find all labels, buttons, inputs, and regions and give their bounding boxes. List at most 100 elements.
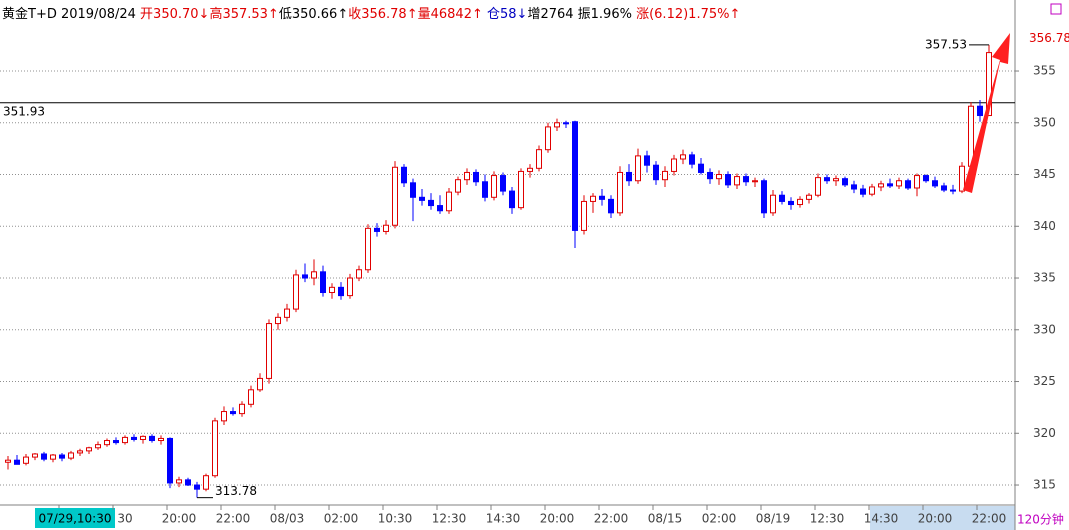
candle-body — [581, 200, 587, 231]
candle-body — [770, 194, 776, 214]
candle-body — [77, 450, 83, 454]
candle-body — [68, 452, 74, 459]
y-tick-label: 315 — [1033, 478, 1056, 492]
x-tick-label: 12:30 — [432, 512, 467, 526]
candle-body — [923, 175, 929, 182]
candle-body — [320, 271, 326, 294]
candle-body — [509, 190, 515, 209]
candle-body — [752, 180, 758, 183]
candle-body — [446, 191, 452, 212]
candle-body — [374, 227, 380, 232]
last-price-label: 356.78 — [1029, 31, 1069, 45]
trend-arrow — [963, 33, 1010, 193]
candle-body — [806, 194, 812, 200]
corner-icon — [1050, 3, 1062, 15]
candle-body — [14, 459, 20, 465]
candle-body — [5, 459, 11, 463]
period-label: 120分钟 — [1017, 512, 1064, 527]
candle-body — [212, 420, 218, 477]
candle-body — [437, 205, 443, 212]
candle-body — [941, 185, 947, 191]
candle-body — [347, 277, 353, 297]
candle-body — [266, 323, 272, 379]
candle-body — [167, 437, 173, 484]
candle-body — [653, 164, 659, 181]
candle-body — [986, 52, 992, 117]
candle-body — [104, 440, 110, 446]
header-item: 黄金T+D 2019/08/24 — [2, 7, 141, 22]
candle-body — [797, 198, 803, 206]
candle-body — [86, 447, 92, 452]
y-tick-label: 330 — [1033, 322, 1056, 336]
candle-body — [554, 122, 560, 128]
candle-body — [527, 167, 533, 172]
candle-body — [590, 195, 596, 202]
x-tick-label: 20:00 — [540, 512, 575, 526]
candle-body — [563, 122, 569, 125]
candle-body — [869, 186, 875, 195]
x-tick-label: 22:00 — [594, 512, 629, 526]
candle-body — [671, 158, 677, 172]
candle-body — [365, 227, 371, 271]
candle-body — [725, 174, 731, 186]
candle-body — [707, 171, 713, 180]
candle-body — [23, 456, 29, 464]
candle-body — [833, 178, 839, 182]
x-tick-label: 20:00 — [162, 512, 197, 526]
x-tick-label: 12:30 — [810, 512, 845, 526]
y-tick-label: 350 — [1033, 115, 1056, 129]
candle-body — [140, 435, 146, 440]
candle-body — [113, 440, 119, 444]
candle-body — [329, 286, 335, 294]
candle-body — [302, 274, 308, 279]
x-label-highlight — [35, 508, 115, 528]
candle-body — [788, 200, 794, 206]
candle-body — [644, 155, 650, 166]
plot — [0, 44, 1015, 498]
candle-body — [410, 182, 416, 198]
candle-body — [896, 180, 902, 187]
header: 黄金T+D 2019/08/24 开350.70↓高357.53↑低350.66… — [2, 3, 740, 22]
candle-body — [41, 453, 47, 460]
header-item: 增2764 — [527, 7, 578, 22]
x-tick-label: 02:00 — [324, 512, 359, 526]
x-tick-label: 22:00 — [216, 512, 251, 526]
candle-body — [419, 196, 425, 201]
x-tick-label: 08/19 — [756, 512, 791, 526]
candle-body — [311, 271, 317, 279]
candle-body — [239, 403, 245, 415]
low-label: 313.78 — [215, 484, 257, 498]
header-item: 仓58↓ — [487, 7, 528, 22]
candle-body — [851, 184, 857, 190]
x-tick-label: 08/15 — [648, 512, 683, 526]
x-axis-shade — [870, 506, 1015, 530]
candle-body — [662, 170, 668, 181]
candle-body — [608, 198, 614, 214]
candle-body — [482, 181, 488, 198]
candle-body — [473, 171, 479, 183]
candle-body — [356, 269, 362, 279]
candle-body — [293, 274, 299, 310]
candle-body — [680, 154, 686, 160]
x-tick-label: 10:30 — [378, 512, 413, 526]
candle-body — [860, 188, 866, 195]
candle-body — [779, 194, 785, 202]
candle-body — [248, 389, 254, 405]
x-tick-label: 07/29,10:30 — [39, 512, 112, 526]
high-label: 357.53 — [925, 37, 967, 51]
candle-body — [455, 179, 461, 193]
candle-body — [95, 444, 101, 449]
candle-body — [338, 286, 344, 297]
candle-body — [32, 453, 38, 458]
candle-body — [230, 411, 236, 415]
x-tick-label: 02:00 — [702, 512, 737, 526]
header-item: 高357.53↑ — [209, 7, 279, 22]
candle-body — [914, 175, 920, 189]
candle-body — [698, 163, 704, 173]
candle-body — [221, 411, 227, 422]
y-tick-label: 335 — [1033, 271, 1056, 285]
candle-body — [905, 180, 911, 189]
candle-body — [959, 165, 965, 192]
y-tick-label: 325 — [1033, 374, 1056, 388]
